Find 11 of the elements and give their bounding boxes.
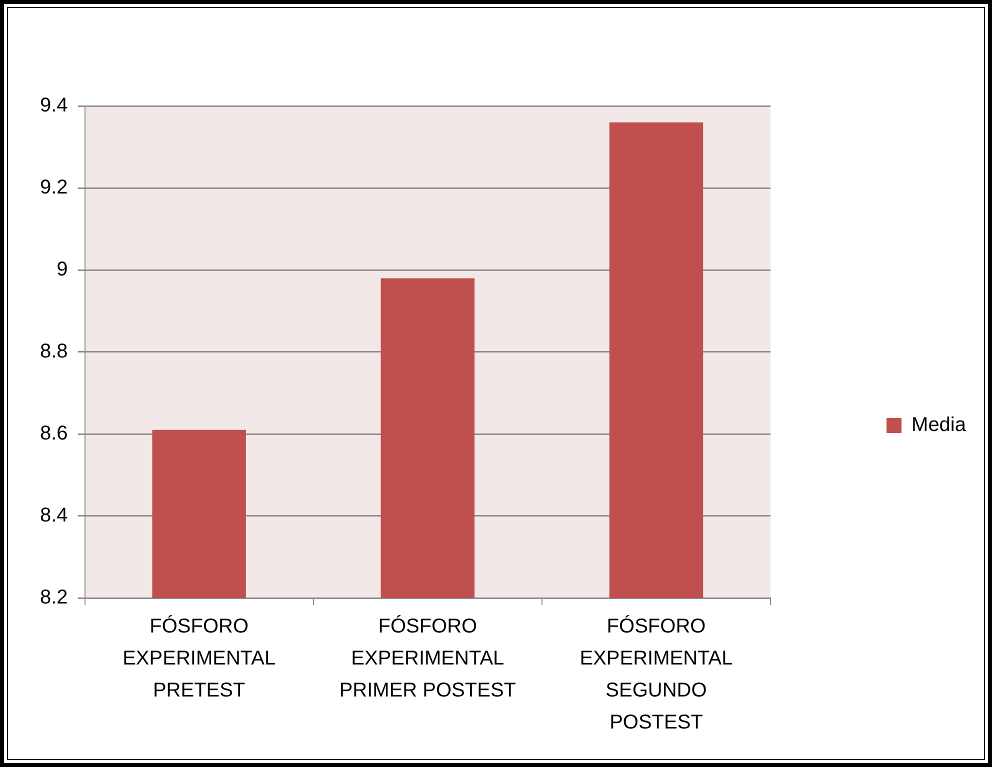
legend-label: Media (912, 414, 967, 436)
y-tick-label: 9.2 (40, 176, 68, 199)
y-tick-label: 8.6 (40, 422, 68, 445)
y-tick-label: 8.8 (40, 340, 68, 363)
x-tick-label: FÓSFORO EXPERIMENTAL PRIMER POSTEST (339, 614, 516, 702)
x-tick-label: FÓSFORO EXPERIMENTAL PRETEST (122, 614, 276, 702)
y-tick-label: 8.4 (40, 504, 68, 527)
x-tick-label: FÓSFORO EXPERIMENTAL SEGUNDO POSTEST (580, 614, 733, 734)
y-tick-label: 9 (56, 258, 68, 281)
y-tick-label: 8.2 (40, 586, 68, 609)
y-tick-label: 9.4 (40, 94, 68, 117)
